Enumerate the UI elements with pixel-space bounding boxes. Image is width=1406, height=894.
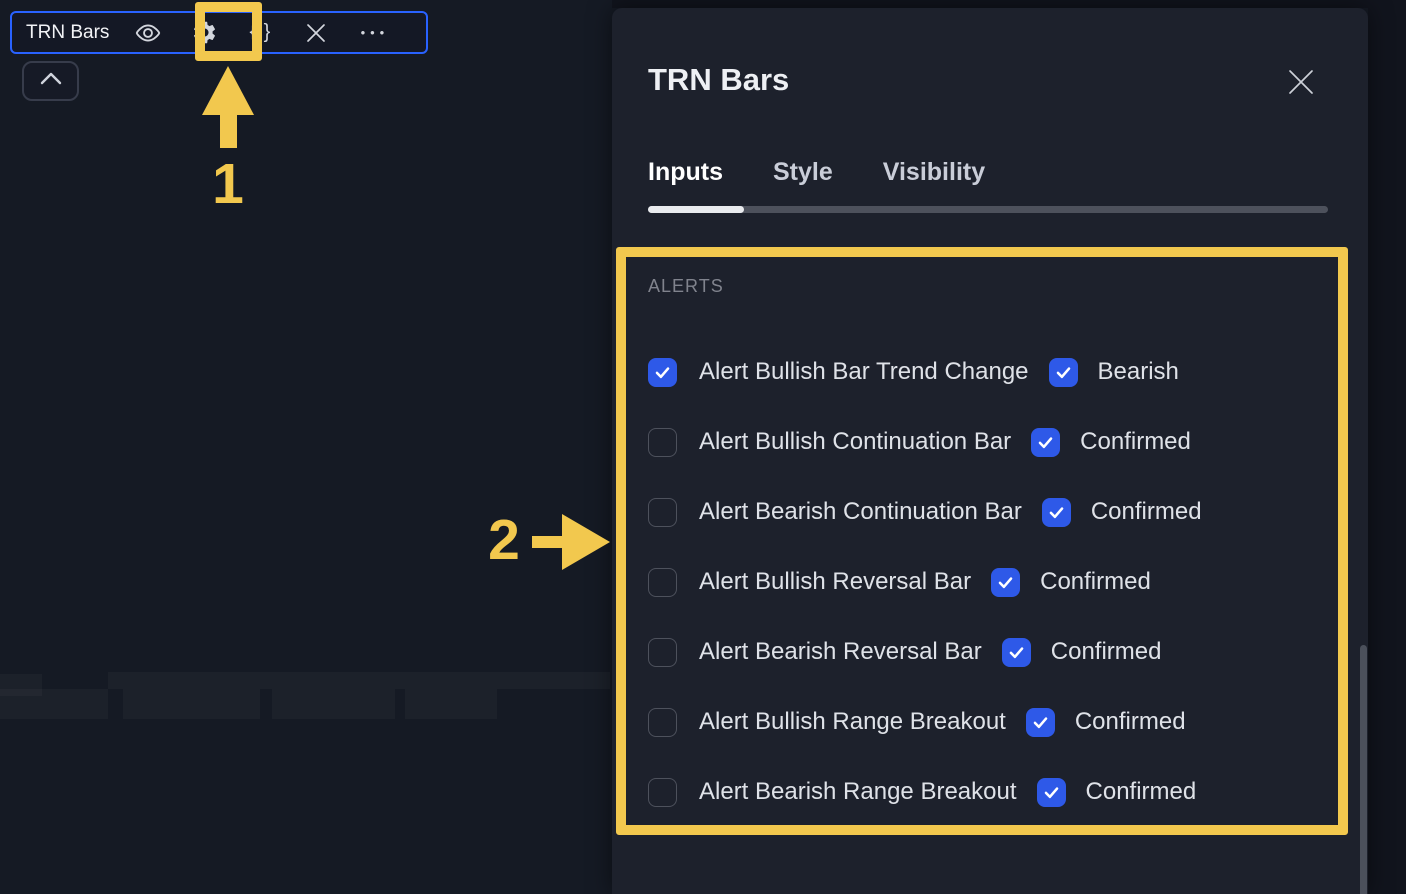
alert-row: Alert Bearish Range Breakout Confirmed: [648, 757, 1348, 827]
confirmed-checkbox[interactable]: [991, 567, 1021, 597]
alert-bullish-reversal-bar-checkbox[interactable]: [648, 567, 677, 597]
alert-secondary-label: Confirmed: [1090, 498, 1202, 525]
alert-row: Alert Bearish Continuation Bar Confirmed: [648, 477, 1348, 547]
chart-ghost-band: [108, 672, 610, 689]
alerts-list: Alert Bullish Bar Trend Change Bearish A…: [648, 337, 1348, 827]
more-icon: •••: [360, 25, 390, 40]
alert-secondary-label: Confirmed: [1085, 778, 1197, 805]
chart-ghost-band: [123, 689, 260, 719]
braces-icon: { }: [249, 21, 272, 43]
confirmed-checkbox[interactable]: [1041, 497, 1071, 527]
alert-bearish-continuation-bar-checkbox[interactable]: [648, 497, 677, 527]
alert-bullish-range-breakout-checkbox[interactable]: [648, 707, 677, 737]
alert-bullish-continuation-bar-checkbox[interactable]: [648, 427, 677, 457]
alerts-section-heading: ALERTS: [648, 276, 724, 296]
checkmark-icon: [1042, 783, 1061, 802]
alert-secondary-label: Confirmed: [1074, 708, 1186, 735]
tab-underline-active: [648, 206, 744, 213]
background-strip: [1368, 0, 1406, 894]
step-2-label: 2: [488, 508, 520, 572]
alert-label: Alert Bearish Range Breakout: [699, 778, 1017, 805]
alert-label: Alert Bearish Continuation Bar: [699, 498, 1022, 525]
chevron-up-icon: [40, 72, 62, 90]
alert-row: Alert Bullish Reversal Bar Confirmed: [648, 547, 1348, 617]
step-1-label: 1: [212, 152, 244, 216]
gear-icon: [191, 19, 218, 46]
checkmark-icon: [653, 363, 672, 382]
alert-label: Alert Bearish Reversal Bar: [699, 638, 982, 665]
confirmed-checkbox[interactable]: [1036, 777, 1066, 807]
arrow-up-stem: [220, 112, 237, 148]
bearish-checkbox[interactable]: [1048, 357, 1078, 387]
alert-label: Alert Bullish Reversal Bar: [699, 568, 972, 595]
remove-indicator-button[interactable]: [299, 16, 333, 50]
dialog-close-button[interactable]: [1283, 66, 1319, 102]
checkmark-icon: [1047, 503, 1066, 522]
alert-secondary-label: Confirmed: [1080, 428, 1191, 455]
chart-ghost-band: [0, 689, 108, 719]
close-icon: [1284, 65, 1318, 104]
indicator-title: TRN Bars: [26, 21, 110, 43]
alert-label: Alert Bullish Continuation Bar: [699, 428, 1012, 455]
settings-button[interactable]: [187, 16, 221, 50]
confirmed-checkbox[interactable]: [1025, 707, 1055, 737]
alert-secondary-label: Bearish: [1097, 358, 1179, 385]
dialog-title: TRN Bars: [648, 62, 790, 97]
indicator-settings-dialog: TRN Bars Inputs Style Visibility ALERTS …: [612, 8, 1368, 894]
tab-visibility[interactable]: Visibility: [882, 158, 986, 186]
tab-style[interactable]: Style: [773, 158, 833, 186]
legend-collapse-button[interactable]: [22, 61, 79, 101]
eye-icon: [134, 19, 162, 47]
alert-row: Alert Bearish Reversal Bar Confirmed: [648, 617, 1348, 687]
alert-row: Alert Bullish Bar Trend Change Bearish: [648, 337, 1348, 407]
confirmed-checkbox[interactable]: [1001, 637, 1031, 667]
alert-bullish-bar-trend-change-checkbox[interactable]: [648, 357, 677, 387]
alert-bearish-reversal-bar-checkbox[interactable]: [648, 637, 677, 667]
checkmark-icon: [1054, 363, 1073, 382]
confirmed-checkbox[interactable]: [1031, 427, 1061, 457]
tab-inputs[interactable]: Inputs: [648, 158, 723, 186]
checkmark-icon: [1007, 643, 1026, 662]
checkmark-icon: [1036, 433, 1055, 452]
checkmark-icon: [996, 573, 1015, 592]
checkmark-icon: [1031, 713, 1050, 732]
tab-underline-track: [648, 206, 1328, 213]
alert-label: Alert Bullish Range Breakout: [699, 708, 1006, 735]
alert-row: Alert Bullish Range Breakout Confirmed: [648, 687, 1348, 757]
arrow-right-icon: [562, 514, 610, 570]
indicator-legend-toolbar: TRN Bars { } •••: [10, 11, 428, 54]
visibility-toggle-button[interactable]: [131, 16, 165, 50]
alert-bearish-range-breakout-checkbox[interactable]: [648, 777, 677, 807]
close-icon: [304, 21, 328, 45]
alert-label: Alert Bullish Bar Trend Change: [699, 358, 1029, 385]
dialog-scrollbar-thumb[interactable]: [1360, 645, 1367, 894]
alert-secondary-label: Confirmed: [1050, 638, 1162, 665]
more-options-button[interactable]: •••: [355, 16, 389, 50]
source-code-button[interactable]: { }: [243, 16, 277, 50]
legend-toolbar-icons: { } •••: [131, 16, 389, 50]
background-strip: [612, 0, 1406, 8]
chart-ghost-band: [405, 689, 497, 719]
arrow-up-icon: [202, 66, 254, 115]
alert-row: Alert Bullish Continuation Bar Confirmed: [648, 407, 1348, 477]
dialog-tabs: Inputs Style Visibility: [648, 158, 985, 187]
alert-secondary-label: Confirmed: [1040, 568, 1151, 595]
chart-ghost-band: [272, 689, 395, 719]
